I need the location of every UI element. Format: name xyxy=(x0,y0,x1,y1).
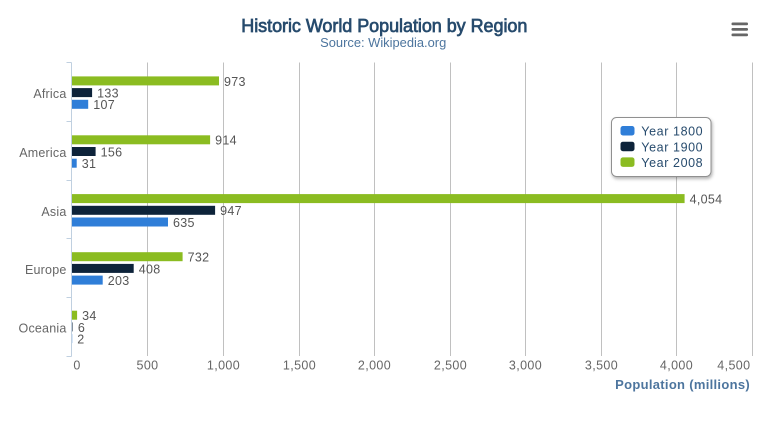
svg-text:408: 408 xyxy=(139,262,161,276)
svg-text:732: 732 xyxy=(188,251,210,265)
svg-text:0: 0 xyxy=(73,359,80,373)
svg-text:Year 2008: Year 2008 xyxy=(641,156,703,170)
svg-text:2,500: 2,500 xyxy=(434,359,467,373)
svg-text:156: 156 xyxy=(101,145,123,159)
svg-text:Oceania: Oceania xyxy=(19,321,67,335)
svg-text:Africa: Africa xyxy=(33,87,66,101)
svg-text:Asia: Asia xyxy=(41,205,66,219)
svg-text:947: 947 xyxy=(220,204,242,218)
svg-text:2: 2 xyxy=(77,333,84,347)
svg-text:973: 973 xyxy=(224,75,246,89)
svg-text:Source: Wikipedia.org: Source: Wikipedia.org xyxy=(320,35,446,50)
svg-text:2,000: 2,000 xyxy=(358,359,391,373)
svg-text:635: 635 xyxy=(173,216,195,230)
svg-text:3,000: 3,000 xyxy=(509,359,542,373)
svg-text:Europe: Europe xyxy=(25,263,67,277)
svg-text:Year 1900: Year 1900 xyxy=(641,140,703,154)
svg-text:4,054: 4,054 xyxy=(690,193,723,207)
svg-text:500: 500 xyxy=(136,359,158,373)
svg-text:America: America xyxy=(19,146,66,160)
svg-text:Population (millions): Population (millions) xyxy=(615,377,750,392)
svg-text:1,500: 1,500 xyxy=(283,359,316,373)
svg-text:4,500: 4,500 xyxy=(717,359,750,373)
svg-text:107: 107 xyxy=(93,98,115,112)
svg-text:Year 1800: Year 1800 xyxy=(641,125,703,139)
svg-text:1,000: 1,000 xyxy=(207,359,240,373)
svg-text:4,000: 4,000 xyxy=(660,359,693,373)
svg-text:Historic World Population by R: Historic World Population by Region xyxy=(241,16,527,36)
svg-text:31: 31 xyxy=(82,157,97,171)
svg-text:914: 914 xyxy=(215,134,237,148)
svg-text:203: 203 xyxy=(108,274,130,288)
svg-text:3,500: 3,500 xyxy=(585,359,618,373)
